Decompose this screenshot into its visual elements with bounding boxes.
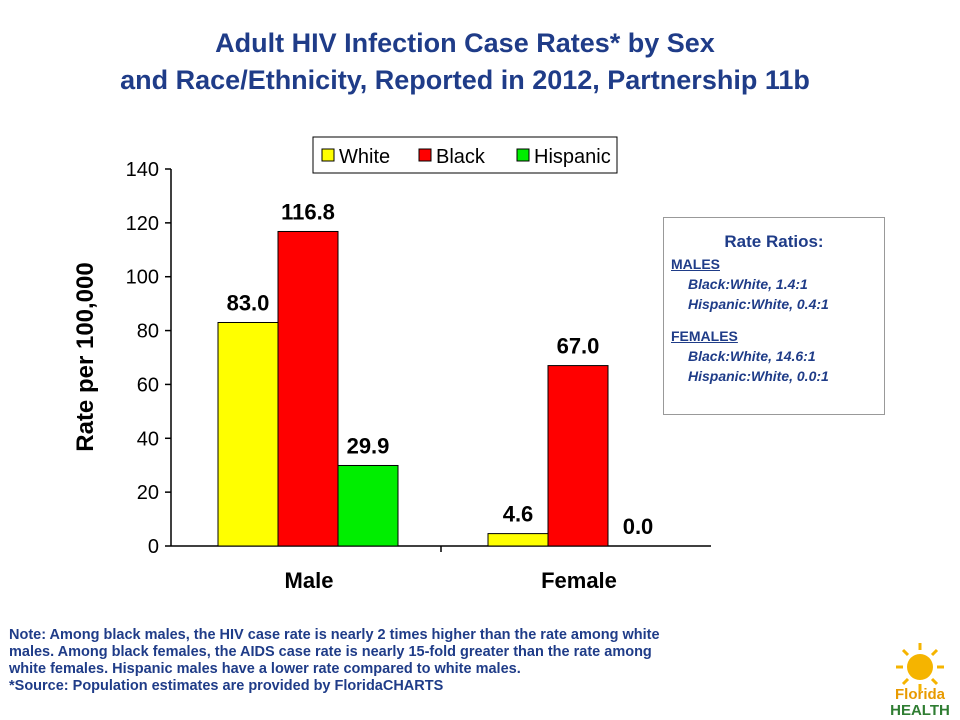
y-tick-label: 60	[137, 374, 159, 396]
y-tick-label: 40	[137, 428, 159, 450]
data-label-male-hispanic: 29.9	[347, 433, 390, 458]
x-tick-label-female: Female	[541, 568, 617, 593]
males-header: MALES	[671, 256, 720, 272]
bar-male-white	[217, 321, 279, 547]
males-ratio-black-white: Black:White, 1.4:1	[688, 276, 808, 292]
footnote: Note: Among black males, the HIV case ra…	[9, 627, 859, 695]
florida-health-logo: Florida HEALTH	[884, 641, 956, 717]
chart-title-line-2: and Race/Ethnicity, Reported in 2012, Pa…	[120, 65, 810, 95]
legend-swatch-black	[418, 148, 432, 162]
x-tick-label-male: Male	[285, 568, 334, 593]
note-line-3: white females. Hispanic males have a low…	[9, 661, 521, 677]
logo-text-health: HEALTH	[890, 702, 950, 717]
females-ratio-hispanic-white: Hispanic:White, 0.0:1	[688, 368, 829, 384]
y-tick-label: 100	[126, 267, 159, 289]
data-label-female-white: 4.6	[503, 502, 534, 527]
bar-male-hispanic	[337, 464, 399, 547]
legend-box	[312, 136, 618, 174]
legend-label-hispanic: Hispanic	[534, 146, 611, 168]
rate-ratios-box: Rate Ratios: MALES Black:White, 1.4:1 Hi…	[663, 217, 885, 415]
females-header: FEMALES	[671, 328, 738, 344]
y-tick-label: 80	[137, 321, 159, 343]
y-axis-label: Rate per 100,000	[72, 262, 99, 451]
rate-ratios-title: Rate Ratios:	[724, 232, 824, 251]
y-tick-label: 20	[137, 482, 159, 504]
bar-male-black	[277, 230, 339, 547]
data-label-male-white: 83.0	[227, 290, 270, 315]
data-label-female-hispanic: 0.0	[623, 514, 654, 539]
source-line: *Source: Population estimates are provid…	[9, 678, 444, 694]
females-ratio-black-white: Black:White, 14.6:1	[688, 348, 816, 364]
chart-title-line-1: Adult HIV Infection Case Rates* by Sex	[215, 28, 715, 58]
legend-swatch-hispanic	[516, 148, 530, 162]
legend-swatch-white	[321, 148, 335, 162]
legend-label-black: Black	[436, 146, 486, 168]
bar-female-black	[547, 365, 609, 547]
data-label-male-black: 116.8	[281, 199, 335, 224]
note-line-2: males. Among black females, the AIDS cas…	[9, 644, 652, 660]
legend-label-white: White	[339, 146, 390, 168]
y-tick-label: 0	[148, 536, 159, 558]
data-label-female-black: 67.0	[557, 334, 600, 359]
bar-female-white	[487, 533, 549, 547]
y-tick-label: 140	[126, 159, 159, 181]
note-line-1: Note: Among black males, the HIV case ra…	[9, 627, 660, 643]
logo-text-florida: Florida	[895, 686, 946, 703]
males-ratio-hispanic-white: Hispanic:White, 0.4:1	[688, 296, 829, 312]
y-tick-label: 120	[126, 213, 159, 235]
